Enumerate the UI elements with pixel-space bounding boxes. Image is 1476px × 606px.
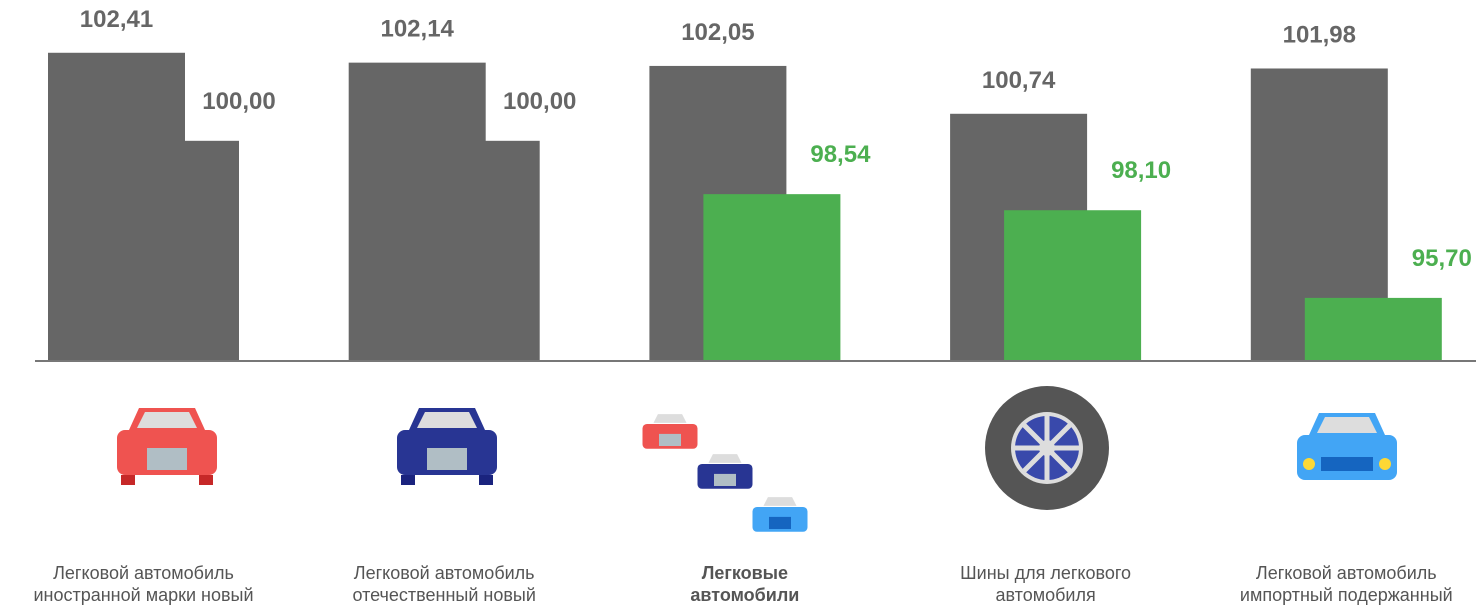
bar bbox=[402, 140, 540, 360]
value-label: 95,70 bbox=[1412, 245, 1472, 272]
icon-lightblue-car bbox=[1297, 413, 1397, 480]
icon-blue-car bbox=[397, 408, 497, 485]
value-label: 102,41 bbox=[80, 6, 153, 33]
value-label: 98,10 bbox=[1111, 157, 1171, 184]
value-label: 100,74 bbox=[982, 67, 1056, 94]
bar bbox=[1004, 210, 1142, 360]
category-label: Легковой автомобиль иностранной марки но… bbox=[33, 563, 254, 605]
icon-cars bbox=[642, 414, 808, 532]
category-label: Легковой автомобиль импортный подержанны… bbox=[1239, 563, 1453, 605]
category-label: Легковые автомобили bbox=[690, 563, 800, 605]
category-label: Шины для легкового автомобиля bbox=[960, 563, 1132, 605]
category-label: Легковой автомобиль отечественный новый bbox=[352, 563, 536, 605]
value-label: 98,54 bbox=[810, 141, 871, 168]
value-label: 101,98 bbox=[1283, 21, 1356, 48]
value-label: 100,00 bbox=[503, 88, 576, 115]
bar bbox=[703, 194, 841, 360]
value-label: 102,14 bbox=[380, 16, 454, 43]
bar bbox=[102, 140, 239, 360]
icon-red-car bbox=[117, 408, 217, 485]
value-label: 102,05 bbox=[681, 19, 754, 46]
icon-tire bbox=[985, 386, 1109, 510]
bar bbox=[1304, 297, 1442, 360]
value-label: 100,00 bbox=[202, 88, 275, 115]
